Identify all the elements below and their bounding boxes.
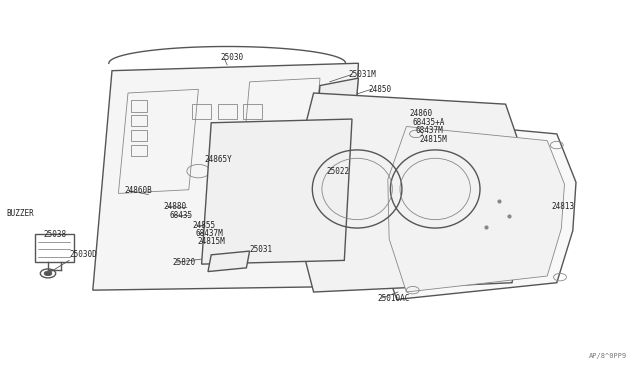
Text: 25031M: 25031M [349,70,376,79]
Text: 24860: 24860 [410,109,433,118]
Text: BUZZER: BUZZER [6,209,34,218]
Text: 24815M: 24815M [197,237,225,246]
Text: 25030D: 25030D [69,250,97,259]
Text: 24813: 24813 [552,202,575,211]
Text: 68437M: 68437M [416,126,444,135]
Text: 24855: 24855 [192,221,215,230]
Polygon shape [288,93,531,292]
Text: 25030: 25030 [221,53,244,62]
Text: 25010AC: 25010AC [378,294,410,303]
Text: AP/8^0PP9: AP/8^0PP9 [589,353,627,359]
Polygon shape [202,119,352,264]
Text: 68437M: 68437M [195,229,223,238]
Text: 68435: 68435 [170,211,193,219]
Circle shape [44,271,52,276]
Text: 24865Y: 24865Y [205,155,232,164]
Text: 25022: 25022 [326,167,349,176]
Text: 25031: 25031 [250,245,273,254]
Text: 25038: 25038 [44,230,67,239]
Text: 25820: 25820 [173,258,196,267]
Text: 68435+A: 68435+A [413,118,445,127]
Polygon shape [208,251,250,272]
Polygon shape [376,119,576,299]
Text: 24815M: 24815M [419,135,447,144]
Text: 24880: 24880 [163,202,186,211]
Polygon shape [312,78,358,171]
Polygon shape [93,63,358,290]
Polygon shape [388,126,564,292]
Text: 24850: 24850 [368,85,391,94]
Text: 24860B: 24860B [125,186,152,195]
